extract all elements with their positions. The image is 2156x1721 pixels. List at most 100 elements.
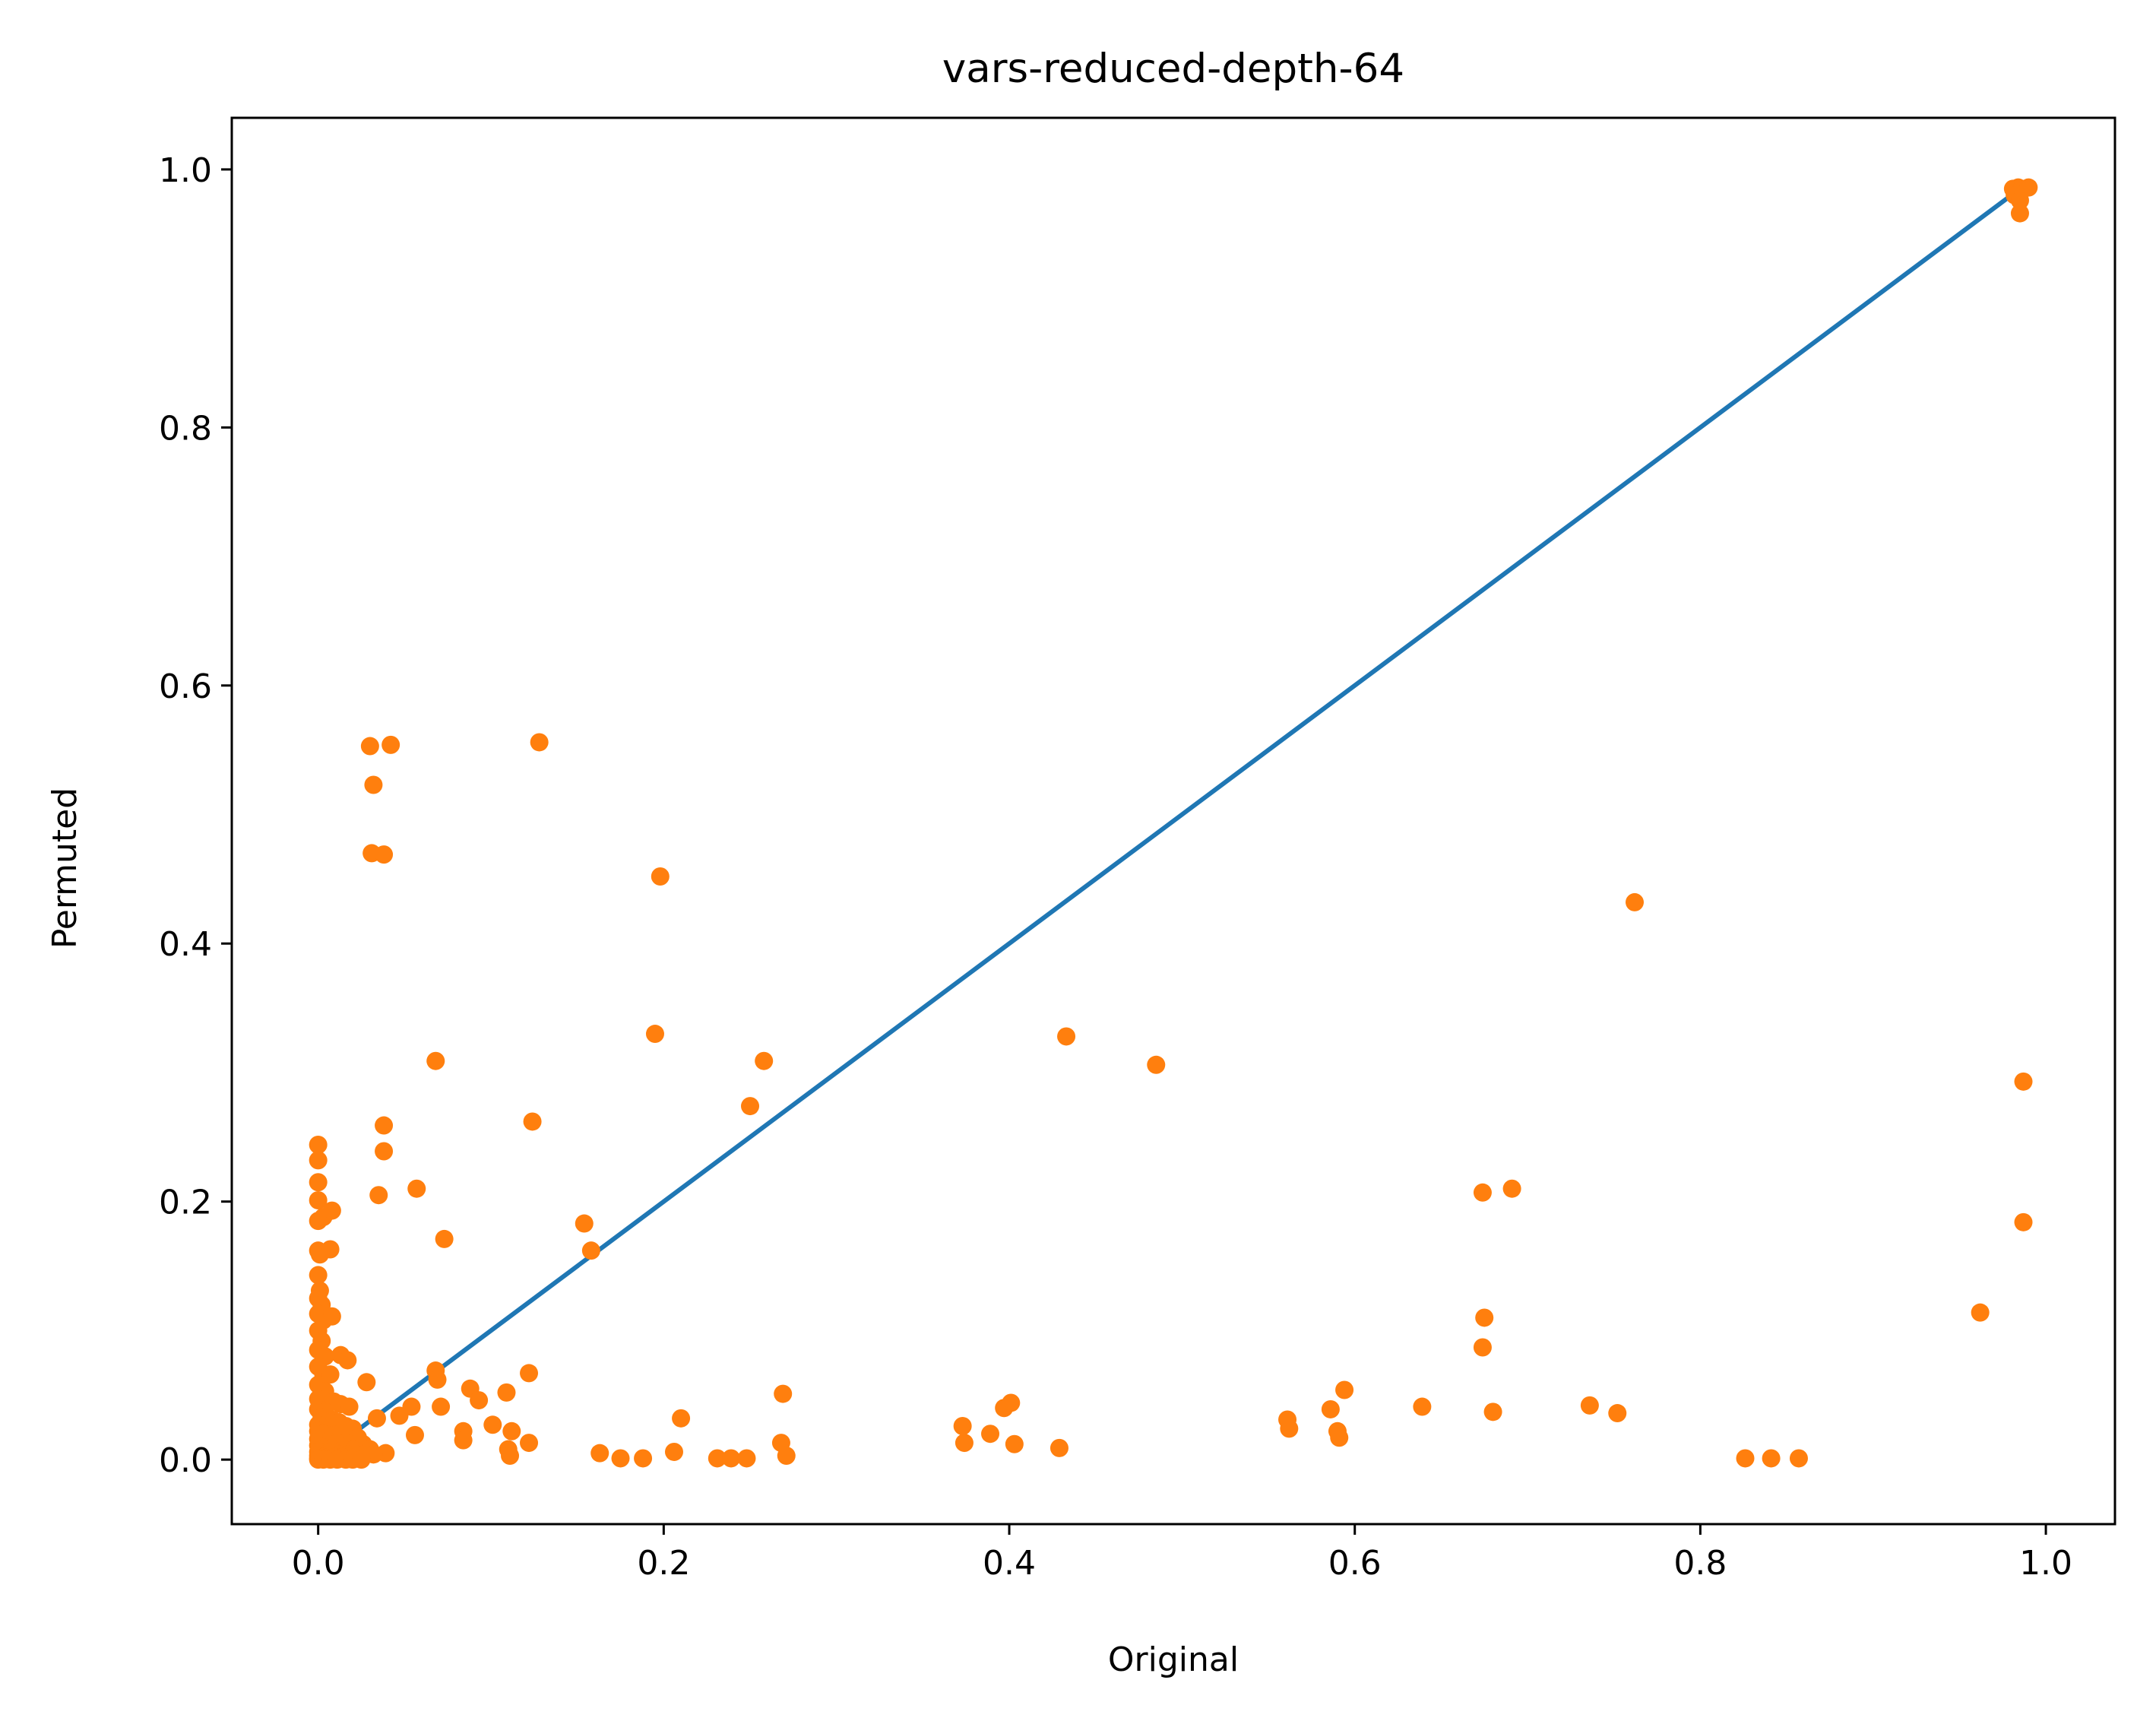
y-axis: 0.0 0.2 0.4 0.6 0.8 1.0 bbox=[159, 151, 232, 1480]
y-tick-label: 0.2 bbox=[159, 1184, 212, 1222]
data-point bbox=[407, 1179, 426, 1198]
data-point bbox=[520, 1364, 539, 1383]
data-point bbox=[502, 1421, 521, 1441]
data-point bbox=[2014, 1212, 2033, 1231]
data-point bbox=[1413, 1397, 1432, 1416]
y-tick-label: 0.4 bbox=[159, 925, 212, 964]
data-point bbox=[741, 1097, 760, 1116]
data-point bbox=[497, 1383, 516, 1402]
data-point bbox=[2014, 1072, 2033, 1091]
y-tick-label: 0.8 bbox=[159, 409, 212, 448]
x-tick-label: 0.2 bbox=[637, 1544, 690, 1583]
data-point bbox=[321, 1240, 340, 1259]
data-point bbox=[634, 1449, 653, 1468]
y-axis-label: Permuted bbox=[46, 788, 84, 949]
data-point bbox=[1608, 1404, 1627, 1423]
data-point bbox=[309, 1266, 328, 1285]
data-point bbox=[428, 1370, 447, 1389]
data-point bbox=[581, 1241, 600, 1260]
data-point bbox=[1483, 1402, 1502, 1421]
data-point bbox=[390, 1406, 409, 1425]
data-point bbox=[995, 1399, 1014, 1418]
data-point bbox=[435, 1229, 454, 1248]
data-point bbox=[1762, 1449, 1781, 1468]
data-point bbox=[1057, 1027, 1076, 1046]
data-point bbox=[454, 1431, 473, 1450]
data-point bbox=[375, 845, 394, 864]
data-point bbox=[955, 1434, 974, 1453]
data-point bbox=[611, 1449, 630, 1468]
data-point bbox=[645, 1025, 664, 1044]
data-point bbox=[774, 1384, 793, 1403]
data-point bbox=[575, 1214, 594, 1233]
data-point bbox=[1473, 1183, 1492, 1202]
data-point bbox=[530, 733, 549, 752]
data-point bbox=[2019, 178, 2038, 197]
y-tick-label: 1.0 bbox=[159, 151, 212, 190]
data-point bbox=[1580, 1396, 1599, 1415]
data-point bbox=[1335, 1380, 1354, 1399]
data-point bbox=[501, 1447, 520, 1466]
data-point bbox=[322, 1201, 341, 1220]
data-point bbox=[664, 1442, 683, 1461]
chart-title: vars-reduced-depth-64 bbox=[942, 46, 1404, 92]
data-point bbox=[1736, 1449, 1755, 1468]
data-point bbox=[309, 1190, 328, 1209]
x-tick-label: 0.8 bbox=[1673, 1544, 1727, 1583]
data-point bbox=[338, 1351, 357, 1370]
x-axis: 0.0 0.2 0.4 0.6 0.8 1.0 bbox=[292, 1524, 2072, 1583]
plot-frame bbox=[230, 116, 2116, 1526]
data-point bbox=[2010, 191, 2029, 210]
data-point bbox=[357, 1373, 376, 1392]
data-point bbox=[1502, 1179, 1521, 1198]
y-tick-label: 0.6 bbox=[159, 667, 212, 706]
plot-area bbox=[230, 116, 2116, 1526]
data-point bbox=[755, 1051, 774, 1070]
data-point bbox=[360, 737, 379, 756]
reference-line bbox=[316, 186, 2021, 1462]
data-point bbox=[722, 1449, 741, 1468]
data-point bbox=[375, 1116, 394, 1135]
data-point bbox=[1050, 1438, 1069, 1457]
data-point bbox=[321, 1365, 340, 1384]
data-point bbox=[483, 1415, 502, 1434]
data-point bbox=[352, 1450, 371, 1469]
data-point bbox=[1475, 1308, 1494, 1327]
data-point bbox=[981, 1425, 1000, 1444]
data-point bbox=[523, 1112, 542, 1131]
x-tick-label: 1.0 bbox=[2019, 1544, 2072, 1583]
data-point bbox=[672, 1409, 691, 1428]
data-point bbox=[1789, 1449, 1808, 1468]
data-point bbox=[2010, 204, 2029, 223]
data-point bbox=[1330, 1428, 1349, 1447]
data-point bbox=[1280, 1419, 1299, 1438]
data-point bbox=[1971, 1303, 1990, 1322]
data-point bbox=[953, 1417, 972, 1436]
data-point bbox=[737, 1449, 756, 1468]
data-point bbox=[1005, 1434, 1024, 1453]
x-tick-label: 0.0 bbox=[292, 1544, 345, 1583]
x-tick-label: 0.4 bbox=[983, 1544, 1036, 1583]
data-point bbox=[322, 1307, 341, 1326]
data-point bbox=[708, 1449, 727, 1468]
data-point bbox=[1473, 1338, 1492, 1357]
x-tick-label: 0.6 bbox=[1328, 1544, 1382, 1583]
y-tick-label: 0.0 bbox=[159, 1441, 212, 1480]
data-point bbox=[405, 1425, 424, 1444]
x-axis-label: Original bbox=[1108, 1640, 1239, 1679]
data-point bbox=[590, 1444, 609, 1463]
data-point bbox=[364, 775, 383, 794]
data-point bbox=[651, 867, 670, 886]
data-point bbox=[777, 1447, 796, 1466]
data-point bbox=[309, 1173, 328, 1192]
data-point bbox=[1321, 1399, 1340, 1418]
data-point bbox=[381, 735, 400, 754]
data-point bbox=[1147, 1055, 1166, 1074]
data-point bbox=[375, 1142, 394, 1161]
data-point bbox=[340, 1397, 359, 1416]
data-point bbox=[470, 1391, 489, 1410]
data-point bbox=[309, 1136, 328, 1155]
data-point bbox=[369, 1186, 388, 1205]
data-point bbox=[1625, 892, 1644, 911]
